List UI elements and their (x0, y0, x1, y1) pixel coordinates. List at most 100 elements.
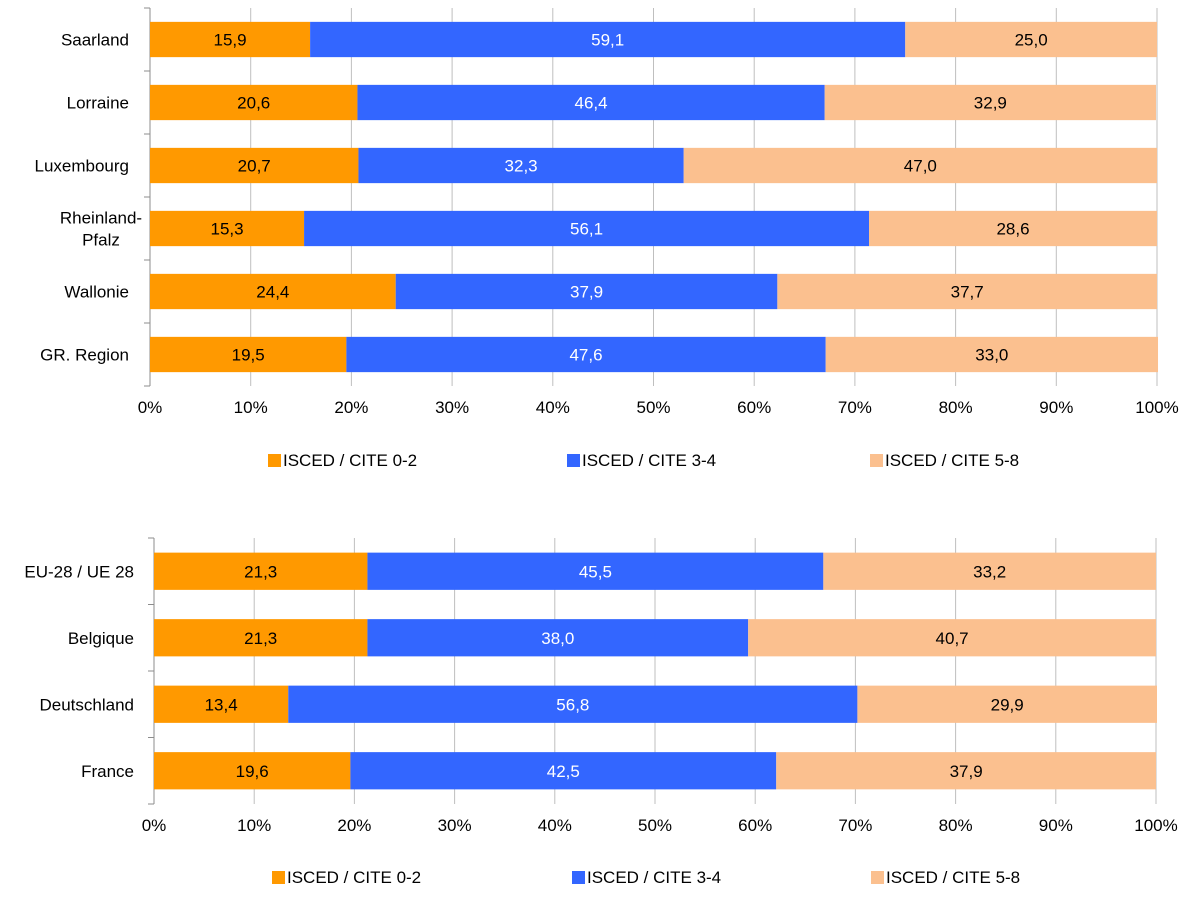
bar-isced-3-4 (310, 21, 906, 58)
data-label: 42,5 (547, 762, 580, 781)
data-label: 28,6 (996, 220, 1029, 239)
data-label: 13,4 (205, 695, 238, 714)
bar-isced-5-8 (857, 685, 1158, 723)
category-label: Belgique (68, 629, 134, 648)
x-tick-label: 10% (234, 398, 268, 417)
data-label: 32,9 (974, 94, 1007, 113)
x-tick-label: 70% (838, 398, 872, 417)
legend-label-isced-0-2: ISCED / CITE 0-2 (287, 868, 421, 887)
bar-isced-0-2 (154, 552, 368, 590)
bar-isced-5-8 (905, 21, 1157, 58)
legend-label-isced-5-8: ISCED / CITE 5-8 (886, 868, 1020, 887)
legend-label-isced-5-8: ISCED / CITE 5-8 (885, 451, 1019, 470)
category-label: Rheinland- (60, 209, 142, 228)
data-label: 24,4 (256, 283, 289, 302)
data-label: 33,0 (975, 346, 1008, 365)
legend-swatch-isced-0-2 (268, 454, 281, 467)
chart-1: 15,9 59,1 25,0 Saarland 20,6 46,4 32,9 Lorraine… (34, 7, 1179, 470)
bar-isced-3-4 (395, 273, 778, 310)
bar-isced-5-8 (748, 619, 1156, 657)
data-label: 37,9 (570, 283, 603, 302)
x-tick-label: 20% (334, 398, 368, 417)
bar-isced-0-2 (154, 619, 368, 657)
data-label: 33,2 (973, 562, 1006, 581)
data-label: 19,6 (236, 762, 269, 781)
category-label: Lorraine (67, 94, 129, 113)
category-label: France (81, 762, 134, 781)
category-label: GR. Region (40, 346, 129, 365)
bar-isced-3-4 (357, 84, 825, 121)
x-tick-label: 60% (738, 816, 772, 835)
bar-isced-5-8 (776, 752, 1156, 790)
bar-isced-0-2 (150, 21, 311, 58)
x-tick-label: 50% (638, 816, 672, 835)
category-label: Wallonie (64, 283, 129, 302)
bar-isced-5-8 (823, 552, 1156, 590)
bar-isced-0-2 (154, 752, 351, 790)
x-tick-label: 100% (1135, 398, 1178, 417)
bar-isced-3-4 (288, 685, 858, 723)
x-tick-label: 0% (142, 816, 167, 835)
bar-isced-0-2 (154, 685, 289, 723)
x-tick-label: 90% (1039, 398, 1073, 417)
legend-swatch-isced-0-2 (272, 871, 285, 884)
data-label: 45,5 (579, 562, 612, 581)
data-label: 20,6 (237, 94, 270, 113)
data-label: 38,0 (541, 629, 574, 648)
data-label: 47,6 (569, 346, 602, 365)
bar-isced-5-8 (777, 273, 1157, 310)
x-tick-label: 90% (1039, 816, 1073, 835)
data-label: 25,0 (1015, 31, 1048, 50)
x-tick-label: 50% (636, 398, 670, 417)
data-label: 29,9 (991, 695, 1024, 714)
x-tick-label: 60% (737, 398, 771, 417)
x-tick-label: 40% (538, 816, 572, 835)
data-label: 15,3 (210, 220, 243, 239)
legend-swatch-isced-5-8 (871, 871, 884, 884)
x-tick-label: 0% (138, 398, 163, 417)
data-label: 32,3 (505, 157, 538, 176)
category-label: EU-28 / UE 28 (24, 562, 134, 581)
legend-label-isced-3-4: ISCED / CITE 3-4 (582, 451, 716, 470)
data-label: 46,4 (575, 94, 608, 113)
bar-isced-3-4 (304, 210, 869, 247)
category-label: Saarland (61, 31, 129, 50)
data-label: 21,3 (244, 562, 277, 581)
x-tick-label: 30% (438, 816, 472, 835)
data-label: 19,5 (232, 346, 265, 365)
data-label: 21,3 (244, 629, 277, 648)
bar-isced-0-2 (150, 336, 347, 373)
bar-isced-3-4 (346, 336, 826, 373)
data-label: 56,1 (570, 220, 603, 239)
bar-isced-3-4 (358, 147, 684, 184)
category-label: Luxembourg (34, 157, 129, 176)
bar-isced-5-8 (683, 147, 1157, 184)
data-label: 59,1 (591, 31, 624, 50)
legend-label-isced-0-2: ISCED / CITE 0-2 (283, 451, 417, 470)
chart-2: 21,3 45,5 33,2 EU-28 / UE 28 21,3 38,0 40,7 Bel… (24, 537, 1178, 887)
bar-isced-5-8 (824, 84, 1156, 121)
legend-label-isced-3-4: ISCED / CITE 3-4 (587, 868, 721, 887)
x-tick-label: 40% (536, 398, 570, 417)
bar-isced-3-4 (367, 619, 749, 657)
legend-swatch-isced-3-4 (572, 871, 585, 884)
x-tick-label: 20% (337, 816, 371, 835)
x-tick-label: 30% (435, 398, 469, 417)
category-label: Pfalz (82, 231, 120, 250)
data-label: 37,7 (951, 283, 984, 302)
bar-isced-3-4 (367, 552, 824, 590)
x-tick-label: 80% (939, 398, 973, 417)
bar-isced-0-2 (150, 210, 305, 247)
data-label: 47,0 (904, 157, 937, 176)
bar-isced-0-2 (150, 273, 396, 310)
data-label: 56,8 (556, 695, 589, 714)
legend-swatch-isced-3-4 (567, 454, 580, 467)
data-label: 40,7 (936, 629, 969, 648)
data-label: 20,7 (238, 157, 271, 176)
bar-isced-5-8 (825, 336, 1159, 373)
bar-isced-0-2 (150, 84, 358, 121)
x-tick-label: 70% (838, 816, 872, 835)
bar-isced-5-8 (868, 210, 1157, 247)
